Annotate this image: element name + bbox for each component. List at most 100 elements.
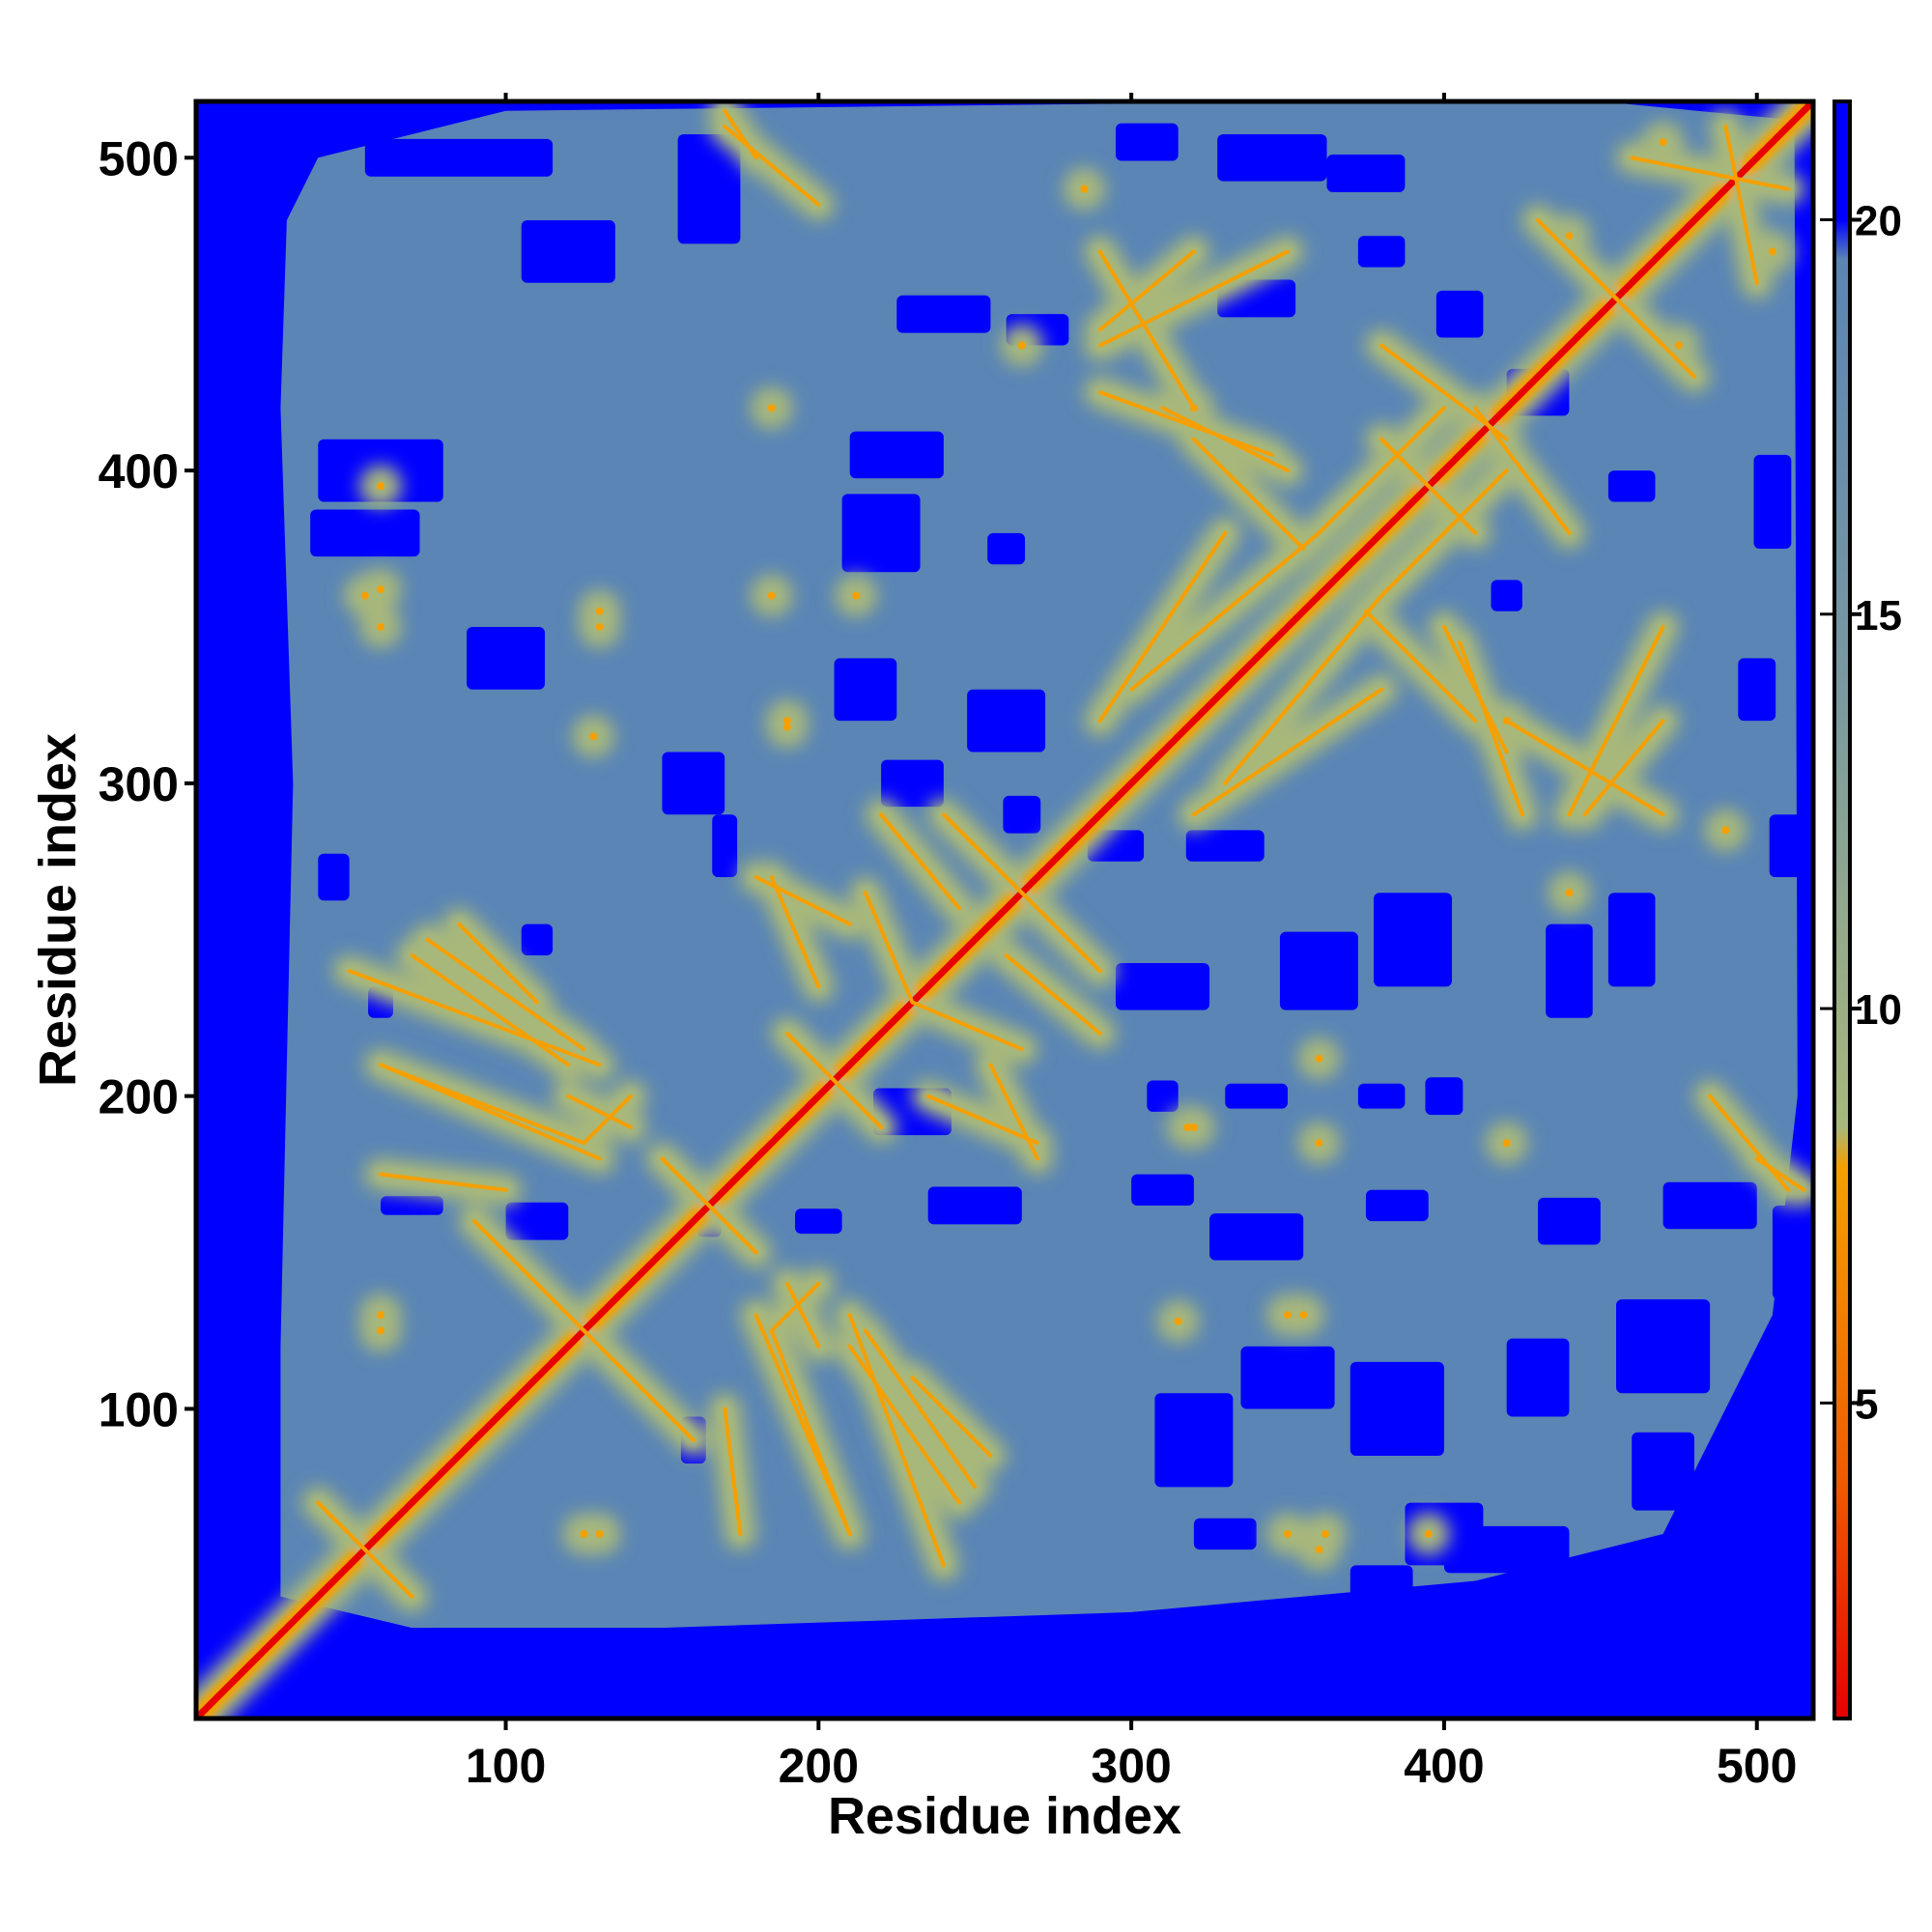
contact-core bbox=[925, 1094, 1039, 1146]
contact-core bbox=[582, 1094, 634, 1146]
heatmap-far-block bbox=[1616, 1299, 1711, 1394]
contact-core bbox=[753, 1313, 852, 1536]
contact-core bbox=[425, 937, 586, 1052]
contact-spot-core bbox=[1315, 1054, 1323, 1063]
contact-spot-core bbox=[1315, 1139, 1323, 1148]
heatmap-far-block bbox=[1769, 814, 1807, 878]
contact-spot-core bbox=[1284, 1311, 1293, 1320]
contact-spot-core bbox=[595, 607, 604, 615]
heatmap-far-block bbox=[1772, 1205, 1804, 1300]
contact-core bbox=[660, 1156, 758, 1255]
contact-core bbox=[769, 1281, 821, 1333]
heatmap-far-block bbox=[841, 494, 921, 573]
heatmap-far-block bbox=[1753, 454, 1792, 550]
heatmap-far-block bbox=[834, 658, 897, 722]
heatmap-far-block bbox=[1209, 1213, 1304, 1261]
contact-core bbox=[472, 1219, 696, 1442]
colorbar-tick-label: 5 bbox=[1855, 1380, 1878, 1428]
heatmap-far-block bbox=[1131, 1174, 1194, 1206]
contact-spot-core bbox=[1189, 1123, 1198, 1132]
heatmap-far-block bbox=[1546, 923, 1593, 1018]
heatmap-far-block bbox=[1193, 1518, 1257, 1550]
contact-core bbox=[1223, 593, 1384, 785]
contact-spot-core bbox=[360, 591, 369, 600]
contact-spot-core bbox=[1174, 1317, 1182, 1325]
contact-spot-core bbox=[377, 1311, 385, 1320]
contact-spot-core bbox=[1017, 341, 1026, 350]
heatmap-far-block bbox=[1217, 133, 1327, 182]
contact-spot-core bbox=[767, 404, 776, 412]
heatmap-far-block bbox=[1350, 1565, 1413, 1597]
x-tick-label: 500 bbox=[1717, 1739, 1797, 1793]
contact-core bbox=[1004, 952, 1102, 1036]
y-tick-label: 200 bbox=[99, 1070, 179, 1124]
contact-core bbox=[1567, 624, 1665, 817]
contact-spot-core bbox=[1502, 717, 1511, 725]
contact-spot-core bbox=[1424, 1529, 1433, 1538]
contact-spot-core bbox=[589, 732, 598, 741]
contact-core bbox=[1129, 530, 1321, 692]
contact-core bbox=[1504, 719, 1665, 817]
y-tick-label: 300 bbox=[99, 757, 179, 811]
heatmap-far-block bbox=[1357, 1083, 1406, 1109]
y-tick-label: 100 bbox=[99, 1382, 179, 1436]
contact-core bbox=[1567, 249, 1696, 379]
contact-core bbox=[988, 1063, 1039, 1161]
contact-core bbox=[410, 952, 571, 1067]
heatmap-far-block bbox=[1003, 795, 1041, 834]
contact-core bbox=[379, 1172, 508, 1192]
heatmap-far-block bbox=[1538, 1197, 1601, 1245]
heatmap-far-block bbox=[1443, 1525, 1570, 1574]
heatmap-far-block bbox=[927, 1186, 1022, 1225]
contact-core bbox=[847, 1313, 946, 1568]
x-axis-title: Residue index bbox=[828, 1787, 1181, 1845]
heatmap-far-block bbox=[1632, 1549, 1694, 1581]
contact-spot-core bbox=[1189, 404, 1198, 412]
heatmap-far-block bbox=[1738, 658, 1776, 722]
contact-spot-core bbox=[1080, 185, 1089, 193]
heatmap-far-block bbox=[364, 138, 554, 177]
contact-core bbox=[863, 891, 915, 1005]
x-tick-label: 300 bbox=[1091, 1739, 1171, 1793]
contact-core bbox=[1708, 1094, 1791, 1192]
contact-core bbox=[723, 124, 821, 207]
heatmap-far-block bbox=[381, 1196, 443, 1215]
heatmap-far-block bbox=[1607, 893, 1656, 987]
contact-core bbox=[1097, 249, 1196, 332]
contact-spot-core bbox=[767, 591, 776, 600]
colorbar-tick-label: 15 bbox=[1855, 592, 1902, 639]
heatmap-far-block bbox=[662, 752, 725, 815]
contact-core bbox=[784, 1031, 884, 1130]
contact-core bbox=[1363, 609, 1478, 724]
contact-core bbox=[753, 875, 852, 926]
contact-spot-core bbox=[782, 723, 791, 731]
heatmap-far-block bbox=[1491, 580, 1522, 611]
contact-spot-core bbox=[1315, 1546, 1323, 1554]
heatmap-far-block bbox=[1147, 1080, 1179, 1112]
heatmap-far-block bbox=[1240, 1346, 1335, 1409]
y-tick-label: 400 bbox=[99, 444, 179, 498]
heatmap-far-block bbox=[1756, 1378, 1789, 1503]
contact-spot-core bbox=[1721, 826, 1730, 835]
contact-spot-core bbox=[580, 1529, 588, 1538]
heatmap-far-block bbox=[1374, 893, 1453, 987]
contact-core bbox=[910, 1376, 993, 1459]
contact-core bbox=[1630, 156, 1791, 191]
contact-spot-core bbox=[1565, 232, 1574, 241]
heatmap-far-block bbox=[1279, 931, 1358, 1010]
contact-core bbox=[1191, 687, 1384, 817]
contact-spot-core bbox=[595, 1529, 604, 1538]
contact-core bbox=[1317, 406, 1446, 535]
contact-spot-core bbox=[852, 591, 861, 600]
heatmap-far-block bbox=[1425, 1077, 1463, 1116]
contact-core bbox=[1097, 530, 1228, 724]
heatmap-far-block bbox=[1506, 1338, 1570, 1417]
plot-frame bbox=[193, 99, 1816, 1721]
heatmap-far-block bbox=[521, 923, 554, 955]
heatmap-far-block bbox=[310, 509, 420, 557]
contact-core bbox=[1097, 390, 1274, 457]
contact-core bbox=[723, 1406, 743, 1536]
contact-spot-core bbox=[377, 482, 385, 491]
heatmap-far-block bbox=[1115, 123, 1179, 161]
